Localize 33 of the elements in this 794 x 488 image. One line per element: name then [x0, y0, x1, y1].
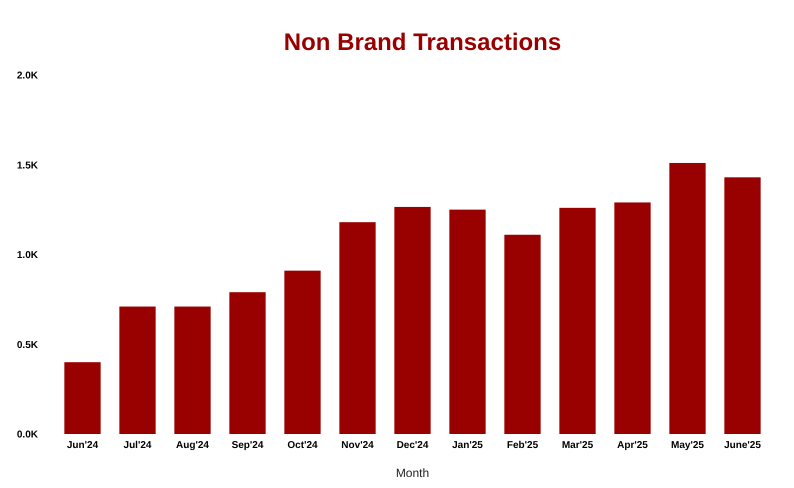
x-tick-label: Feb'25: [506, 440, 539, 451]
bar: [229, 292, 266, 434]
x-tick-label: Dec'24: [396, 440, 429, 451]
bar: [614, 202, 651, 434]
x-tick-label: Mar'25: [562, 440, 594, 451]
y-tick-label: 0.5K: [16, 340, 39, 351]
bar: [504, 234, 541, 434]
bar: [284, 270, 321, 434]
y-tick-label: 0.0K: [16, 430, 39, 440]
x-tick-label: Oct'24: [287, 440, 318, 451]
bar: [119, 306, 156, 434]
bar: [669, 162, 706, 434]
y-tick-label: 1.5K: [16, 160, 39, 172]
bar: [339, 222, 376, 434]
x-tick-label: Jan'25: [452, 440, 484, 451]
x-tick-label: May'25: [671, 440, 704, 451]
x-tick-label: June'25: [724, 440, 762, 451]
x-tick-label: Aug'24: [176, 440, 210, 451]
bar: [64, 362, 101, 434]
bar: [449, 210, 486, 434]
x-tick-label: Nov'24: [341, 440, 374, 451]
bar: [174, 306, 211, 434]
bar: [559, 208, 596, 434]
chart-title: Non Brand Transactions: [284, 29, 562, 56]
x-tick-label: Sep'24: [232, 440, 264, 451]
bar: [724, 177, 761, 434]
x-tick-label: Apr'25: [617, 440, 648, 451]
y-tick-label: 1.0K: [16, 250, 39, 261]
x-axis-title: Month: [396, 466, 430, 480]
x-tick-label: Jul'24: [124, 440, 152, 451]
x-tick-label: Jun'24: [66, 440, 99, 451]
bar: [394, 206, 431, 434]
y-tick-label: 2.0K: [16, 70, 39, 82]
